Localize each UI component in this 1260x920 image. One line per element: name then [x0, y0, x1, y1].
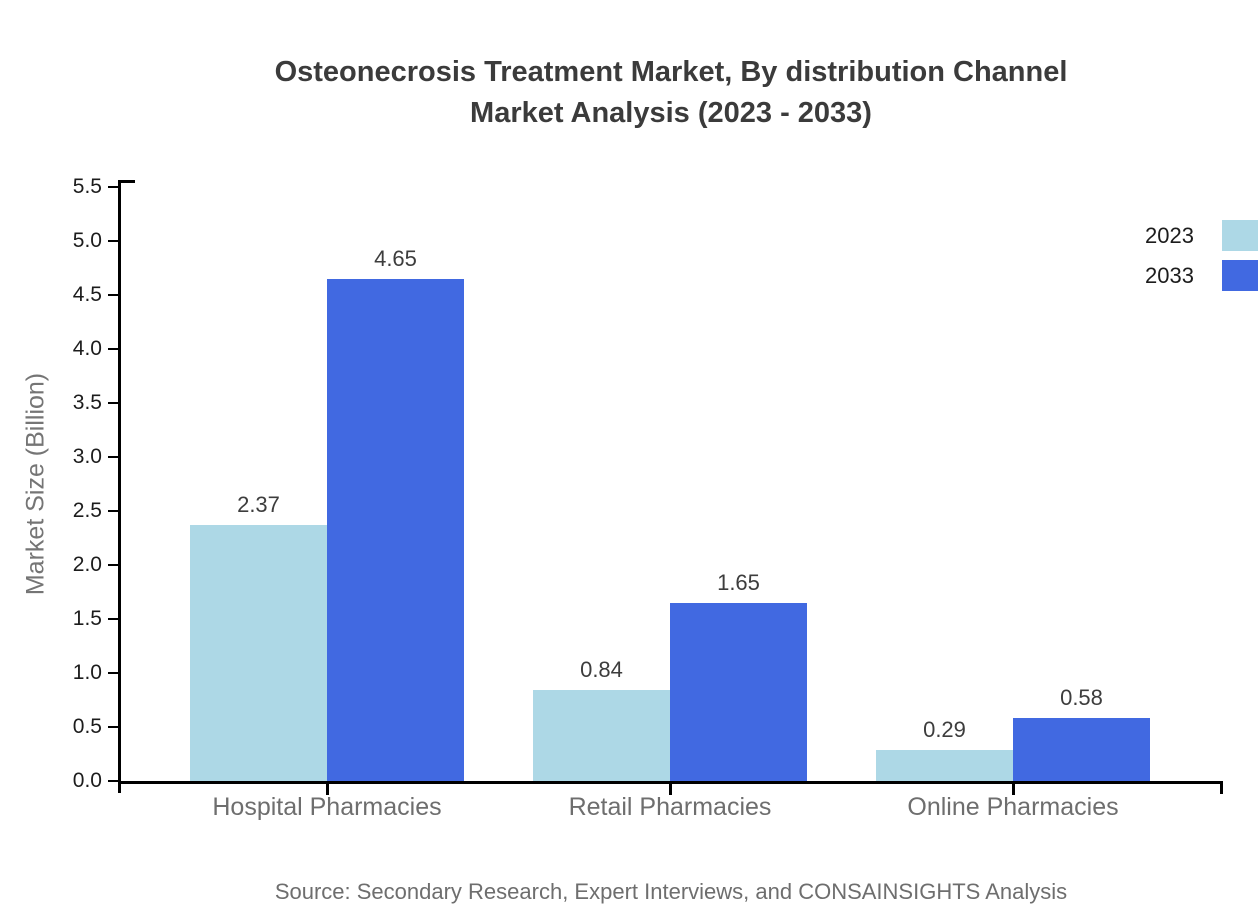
y-tick-1.0 — [108, 672, 118, 674]
source-note: Source: Secondary Research, Expert Inter… — [274, 879, 1068, 904]
bar-value-2033-retail-pharmacies: 1.65 — [717, 570, 760, 595]
y-axis-line — [118, 180, 121, 793]
bar-2033-retail-pharmacies — [670, 603, 807, 781]
x-axis-end-cap — [1220, 781, 1223, 794]
y-tick-label-0.5: 0.5 — [72, 715, 102, 738]
bar-2033-hospital-pharmacies — [327, 279, 464, 781]
legend-label-2033: 2033 — [1145, 262, 1194, 288]
y-tick-label-2.0: 2.0 — [72, 553, 102, 576]
bar-value-2023-hospital-pharmacies: 2.37 — [237, 492, 280, 517]
y-tick-label-4.0: 4.0 — [72, 337, 102, 360]
bar-value-2033-hospital-pharmacies: 4.65 — [374, 246, 417, 271]
legend-item-2033: 2033 — [1145, 260, 1258, 291]
y-tick-label-5.0: 5.0 — [72, 229, 102, 252]
bar-2023-retail-pharmacies — [533, 690, 670, 781]
category-label-hospital-pharmacies: Hospital Pharmacies — [212, 793, 442, 821]
legend-item-2023: 2023 — [1145, 220, 1258, 251]
legend-swatch-2023 — [1222, 220, 1258, 251]
y-tick-5.0 — [108, 240, 118, 242]
category-label-retail-pharmacies: Retail Pharmacies — [568, 793, 772, 821]
y-tick-5.5 — [108, 186, 118, 188]
bar-2023-online-pharmacies — [876, 750, 1013, 781]
x-tick-hospital-pharmacies — [326, 784, 329, 795]
y-tick-label-3.5: 3.5 — [72, 391, 102, 414]
legend-label-2023: 2023 — [1145, 222, 1194, 248]
y-tick-label-1.0: 1.0 — [72, 661, 102, 684]
y-tick-1.5 — [108, 618, 118, 620]
y-tick-3.5 — [108, 402, 118, 404]
bar-2023-hospital-pharmacies — [190, 525, 327, 781]
x-tick-online-pharmacies — [1012, 784, 1015, 795]
chart-title-line2: Market Analysis (2023 - 2033) — [470, 97, 872, 129]
chart-title: Osteonecrosis Treatment Market, By distr… — [120, 52, 1222, 134]
y-tick-0.0 — [108, 780, 118, 782]
y-tick-2.0 — [108, 564, 118, 566]
y-tick-label-2.5: 2.5 — [72, 499, 102, 522]
y-tick-4.0 — [108, 348, 118, 350]
bar-2033-online-pharmacies — [1013, 718, 1150, 781]
chart-title-line1: Osteonecrosis Treatment Market, By distr… — [274, 56, 1068, 88]
x-tick-retail-pharmacies — [669, 784, 672, 795]
y-tick-label-4.5: 4.5 — [72, 283, 102, 306]
y-axis-top-cap — [118, 180, 135, 183]
y-tick-0.5 — [108, 726, 118, 728]
bar-value-2033-online-pharmacies: 0.58 — [1060, 685, 1103, 710]
bar-value-2023-retail-pharmacies: 0.84 — [580, 657, 623, 682]
y-tick-4.5 — [108, 294, 118, 296]
y-tick-label-0.0: 0.0 — [72, 769, 102, 792]
y-tick-3.0 — [108, 456, 118, 458]
bar-value-2023-online-pharmacies: 0.29 — [923, 717, 966, 742]
legend-swatch-2033 — [1222, 260, 1258, 291]
y-tick-2.5 — [108, 510, 118, 512]
y-tick-label-5.5: 5.5 — [72, 175, 102, 198]
category-label-online-pharmacies: Online Pharmacies — [907, 793, 1119, 821]
y-tick-label-1.5: 1.5 — [72, 607, 102, 630]
y-tick-label-3.0: 3.0 — [72, 445, 102, 468]
legend: 2023 2033 — [1145, 220, 1258, 291]
x-axis-line — [118, 781, 1223, 784]
